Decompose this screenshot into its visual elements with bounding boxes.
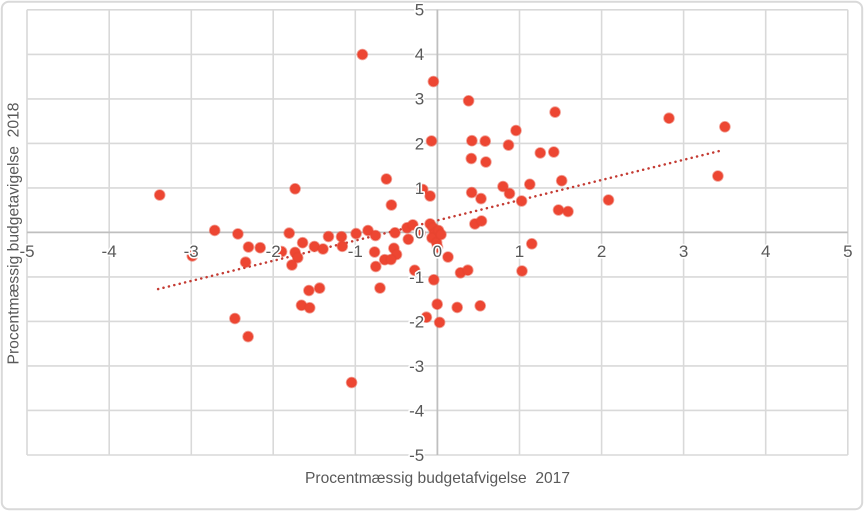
svg-text:-1: -1 <box>348 242 363 261</box>
svg-text:2: 2 <box>415 134 424 153</box>
svg-text:4: 4 <box>761 242 770 261</box>
svg-text:5: 5 <box>415 1 424 20</box>
svg-text:5: 5 <box>843 242 852 261</box>
svg-text:-4: -4 <box>102 242 117 261</box>
svg-text:4: 4 <box>415 45 424 64</box>
svg-text:0: 0 <box>415 223 424 242</box>
svg-text:3: 3 <box>415 90 424 109</box>
svg-text:-3: -3 <box>409 357 424 376</box>
svg-text:-2: -2 <box>409 312 424 331</box>
svg-text:0: 0 <box>433 242 442 261</box>
svg-text:1: 1 <box>415 179 424 198</box>
svg-text:Procentmæssig budgetavigelse: Procentmæssig budgetavigelse 2018 <box>6 102 23 364</box>
svg-text:-5: -5 <box>409 446 424 465</box>
svg-text:2: 2 <box>597 242 606 261</box>
svg-text:Procentmæssig budgetafvigelse: Procentmæssig budgetafvigelse 2017 <box>305 470 570 487</box>
svg-text:-2: -2 <box>266 242 281 261</box>
svg-text:-5: -5 <box>19 242 34 261</box>
svg-text:3: 3 <box>679 242 688 261</box>
svg-text:-1: -1 <box>409 268 424 287</box>
svg-text:-3: -3 <box>184 242 199 261</box>
svg-text:1: 1 <box>515 242 524 261</box>
svg-text:-4: -4 <box>409 401 424 420</box>
